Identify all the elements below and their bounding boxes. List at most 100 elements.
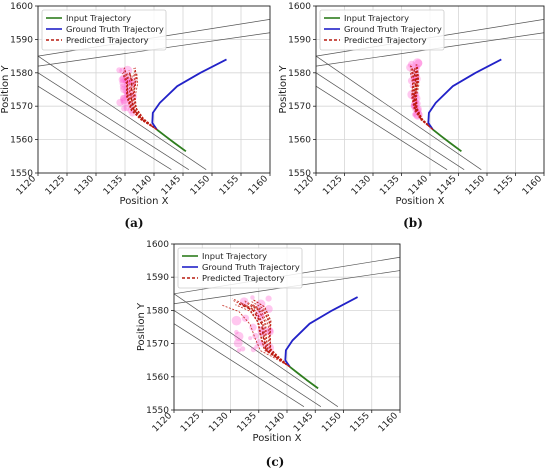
prediction-haze: [265, 295, 272, 302]
prediction-haze: [119, 83, 126, 90]
legend-label: Ground Truth Trajectory: [202, 262, 300, 272]
x-tick-label: 1125: [179, 411, 202, 434]
prediction-haze: [236, 348, 242, 353]
prediction-haze: [122, 86, 131, 95]
predicted-candidate-path: [123, 75, 158, 130]
prediction-haze: [266, 327, 274, 335]
prediction-haze: [234, 331, 244, 342]
x-tick-label: 1130: [73, 174, 96, 197]
legend-label: Predicted Trajectory: [202, 273, 285, 283]
ground-truth-trajectory-line: [284, 296, 359, 368]
caption-b: (b): [403, 216, 423, 230]
y-axis-label: Position Y: [136, 302, 147, 351]
plot-content: [174, 256, 400, 407]
input-trajectory-line: [432, 128, 462, 153]
legend-box: [41, 9, 167, 51]
prediction-haze: [231, 315, 242, 326]
predicted-candidate-path: [221, 304, 291, 368]
y-tick-label: 1570: [288, 102, 311, 112]
prediction-haze: [233, 338, 243, 348]
legend-label: Ground Truth Trajectory: [66, 24, 164, 34]
road-boundary-line: [316, 55, 482, 170]
legend-label: Input Trajectory: [202, 251, 267, 261]
panel-b-chart: 1120 1125 1130 1135 1140 1145 1150 1155 11601550…: [278, 2, 545, 207]
x-tick-label: 1140: [407, 174, 430, 197]
x-tick-label: 1150: [189, 174, 212, 197]
ground-truth-trajectory-line: [427, 58, 502, 131]
y-tick-label: 1600: [10, 2, 33, 12]
x-tick-label: 1145: [292, 411, 315, 434]
y-tick-label: 1580: [146, 306, 169, 316]
road-boundary-line: [174, 310, 322, 407]
x-tick-label: 1130: [350, 174, 373, 197]
predicted-candidate-path: [409, 65, 434, 130]
caption-a: (a): [124, 216, 143, 230]
legend-label: Predicted Trajectory: [344, 35, 427, 45]
predicted-candidate-path: [132, 72, 158, 130]
predicted-trajectory-line: [128, 72, 158, 131]
y-tick-label: 1590: [288, 35, 311, 45]
x-tick-label: 1155: [218, 174, 241, 197]
x-tick-label: 1155: [349, 411, 372, 434]
predicted-candidate-path: [409, 70, 434, 130]
caption-c: (c): [266, 455, 285, 469]
predicted-trajectory-line: [238, 303, 291, 368]
predicted-candidate-path: [134, 73, 158, 130]
x-tick-label: 1160: [247, 174, 270, 197]
y-tick-label: 1560: [10, 136, 33, 146]
predicted-candidate-path: [251, 304, 291, 368]
y-tick-label: 1550: [146, 406, 169, 416]
legend-label: Predicted Trajectory: [66, 35, 149, 45]
prediction-haze: [119, 74, 129, 83]
legend-label: Input Trajectory: [344, 13, 409, 23]
x-tick-label: 1145: [435, 174, 458, 197]
y-axis-label: Position Y: [0, 65, 11, 114]
prediction-haze: [116, 67, 123, 73]
x-tick-label: 1135: [236, 411, 259, 434]
prediction-haze: [407, 60, 416, 69]
y-tick-label: 1550: [288, 169, 311, 179]
input-trajectory-line: [289, 366, 319, 390]
x-tick-label: 1155: [492, 174, 515, 197]
ground-truth-trajectory-line: [151, 58, 227, 131]
legend-label: Ground Truth Trajectory: [344, 24, 442, 34]
y-tick-label: 1600: [288, 2, 311, 12]
legend-box: [177, 247, 303, 289]
panel-a-chart: 1120 1125 1130 1135 1140 1145 1150 1155 11601550…: [0, 2, 271, 207]
prediction-haze: [250, 346, 257, 353]
predicted-candidate-path: [411, 67, 434, 130]
prediction-haze: [240, 346, 246, 352]
road-boundary-line: [38, 85, 172, 170]
x-tick-label: 1150: [320, 411, 343, 434]
predicted-candidate-path: [232, 298, 291, 368]
prediction-haze: [123, 104, 130, 112]
x-axis-label: Position X: [396, 196, 445, 207]
x-tick-label: 1160: [521, 174, 544, 197]
y-tick-label: 1570: [146, 340, 169, 350]
y-tick-label: 1560: [288, 136, 311, 146]
predicted-candidate-path: [252, 299, 291, 368]
road-boundary-line: [174, 293, 339, 407]
x-tick-label: 1150: [464, 174, 487, 197]
prediction-haze: [234, 329, 239, 335]
prediction-haze: [118, 76, 126, 84]
predicted-candidate-path: [414, 64, 434, 130]
prediction-haze: [412, 58, 423, 69]
prediction-haze: [255, 338, 263, 346]
prediction-haze: [119, 67, 126, 75]
x-tick-label: 1125: [44, 174, 67, 197]
prediction-haze: [116, 98, 124, 107]
input-trajectory-line: [156, 128, 187, 153]
plot-content: [38, 19, 270, 170]
prediction-haze: [249, 323, 257, 332]
y-tick-label: 1560: [146, 373, 169, 383]
road-boundary-line: [38, 72, 189, 170]
x-tick-label: 1145: [160, 174, 183, 197]
y-tick-label: 1600: [146, 240, 169, 250]
prediction-haze: [248, 336, 253, 341]
road-boundary-line: [316, 85, 448, 170]
predicted-candidate-path: [243, 299, 291, 368]
prediction-haze: [250, 295, 255, 300]
prediction-haze: [120, 94, 127, 102]
